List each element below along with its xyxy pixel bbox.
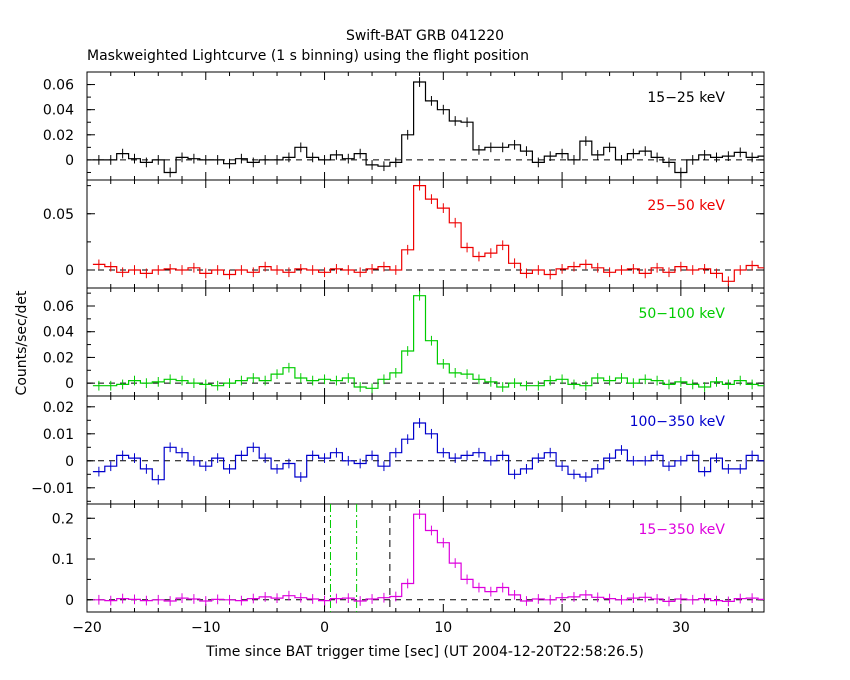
y-tick-label: 0 [65,454,74,470]
panel-4: −0.01 0 0.01 0.02 100−350 keV [31,395,765,505]
y-tick-label: 0.02 [43,350,74,366]
panel-2: 0 0.05 25−50 keV [43,179,765,289]
panel-3: 0 0.02 0.04 0.06 50−100 keV [43,287,765,397]
y-tick-label: 0.1 [52,552,74,568]
band-label: 100−350 keV [630,414,726,430]
y-tick-label: 0.04 [43,103,74,119]
x-tick-label: 30 [672,620,690,636]
panel-5: 0 0.1 0.2 15−350 keV [52,503,765,613]
band-label: 15−350 keV [638,522,725,538]
x-tick-label: −20 [72,620,102,636]
panel-frame [86,395,765,505]
y-tick-label: 0.05 [43,207,74,223]
x-tick-label: 0 [320,620,329,636]
y-axis-label: Counts/sec/det [14,290,30,395]
y-tick-label: 0.2 [52,511,74,527]
band-label: 15−25 keV [647,90,725,106]
x-tick-label: −10 [191,620,221,636]
y-tick-label: 0.06 [43,299,74,315]
band-label: 50−100 keV [638,306,725,322]
series-line [92,81,764,174]
panel-frame [86,503,765,613]
y-tick-label: −0.01 [31,481,74,497]
y-tick-label: 0 [65,376,74,392]
panel-1: 0 0.02 0.04 0.06 15−25 keV [43,71,765,181]
chart-title: Swift-BAT GRB 041220 [346,28,504,44]
band-label: 25−50 keV [647,198,725,214]
panels-group: 0 0.02 0.04 0.06 15−25 keV 0 0.05 25−50 keV 0 0.0… [31,71,765,636]
series-line [92,422,764,481]
y-tick-label: 0 [65,153,74,169]
y-tick-label: 0 [65,593,74,609]
x-tick-label: 10 [434,620,452,636]
x-axis-label: Time since BAT trigger time [sec] (UT 20… [205,644,644,660]
y-tick-label: 0.02 [43,128,74,144]
y-tick-label: 0 [65,263,74,279]
y-tick-label: 0.06 [43,78,74,94]
y-tick-label: 0.01 [43,427,74,443]
y-tick-label: 0.02 [43,400,74,416]
x-tick-label: 20 [553,620,571,636]
chart-subtitle: Maskweighted Lightcurve (1 s binning) us… [87,48,529,64]
y-tick-label: 0.04 [43,325,74,341]
